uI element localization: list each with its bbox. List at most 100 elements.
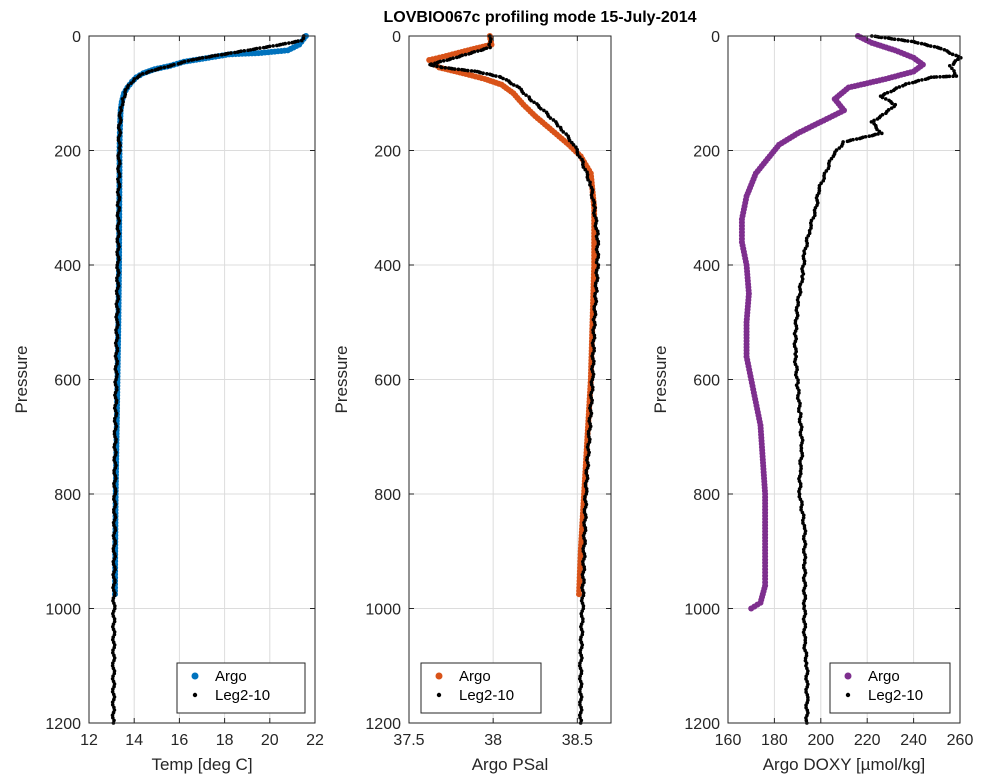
data-point	[824, 169, 829, 173]
data-point	[798, 401, 802, 406]
data-point	[803, 593, 808, 598]
data-point	[583, 494, 587, 499]
data-point	[117, 182, 122, 187]
data-point	[592, 304, 597, 309]
data-point	[806, 695, 810, 700]
data-point	[488, 37, 493, 41]
data-point	[872, 118, 876, 123]
data-point	[580, 630, 585, 634]
data-point	[890, 101, 894, 106]
figure-title: LOVBIO067c profiling mode 15-July-2014	[384, 9, 697, 26]
data-point	[883, 97, 888, 101]
x-tick-label: 37.5	[393, 732, 424, 749]
data-point	[837, 146, 842, 150]
series-argo	[426, 33, 598, 598]
data-point	[583, 539, 587, 543]
data-point	[583, 526, 588, 530]
data-point	[113, 416, 117, 421]
data-point	[539, 106, 543, 111]
data-point	[592, 359, 596, 364]
data-point	[485, 71, 489, 76]
data-point	[189, 58, 194, 62]
data-point	[892, 104, 896, 109]
legend-entry: Argo	[868, 668, 900, 685]
series-leg2-10	[792, 34, 963, 725]
data-point	[501, 76, 505, 81]
data-point	[219, 52, 224, 57]
data-point	[578, 700, 582, 704]
series-argo	[111, 33, 309, 598]
legend-box	[176, 662, 306, 714]
data-point	[116, 135, 121, 140]
data-point	[799, 443, 803, 448]
data-point	[112, 507, 116, 512]
y-tick-label: 800	[374, 487, 401, 504]
data-point	[463, 68, 467, 73]
data-point	[797, 492, 802, 496]
data-point	[116, 255, 121, 259]
data-point	[115, 224, 120, 228]
data-point	[592, 346, 596, 351]
data-point	[797, 292, 802, 297]
data-point	[443, 65, 448, 70]
data-point	[435, 64, 439, 69]
data-point	[463, 52, 468, 57]
data-point	[229, 51, 233, 55]
data-point	[524, 93, 528, 97]
data-point	[919, 41, 924, 46]
data-point	[153, 68, 158, 72]
data-point	[487, 42, 491, 47]
data-point	[548, 116, 553, 120]
data-point	[509, 81, 513, 86]
data-point	[800, 500, 804, 504]
data-point	[112, 630, 117, 634]
data-point	[802, 558, 807, 562]
data-point	[803, 638, 808, 643]
data-point	[876, 132, 880, 136]
data-point	[581, 165, 586, 169]
data-point	[571, 142, 576, 147]
data-point	[926, 43, 930, 48]
data-point	[117, 205, 122, 210]
data-point	[581, 546, 585, 551]
data-point	[204, 55, 209, 60]
data-point	[897, 85, 902, 89]
data-point	[932, 75, 936, 79]
data-point	[561, 130, 566, 134]
legend: Argo Leg2-10	[176, 662, 306, 714]
data-point	[116, 307, 120, 312]
y-tick-label: 200	[374, 144, 401, 161]
data-point	[135, 75, 140, 80]
data-point	[903, 38, 907, 43]
data-point	[299, 38, 304, 43]
data-point	[804, 651, 809, 655]
y-tick-label: 600	[374, 373, 401, 390]
data-point	[950, 52, 955, 57]
data-point	[804, 674, 808, 679]
legend-entry: Argo	[459, 668, 491, 685]
data-point	[939, 46, 943, 51]
legend-box	[420, 662, 542, 714]
data-point	[954, 74, 959, 78]
data-point	[567, 138, 572, 143]
legend-marker	[845, 692, 851, 698]
data-point	[803, 609, 807, 613]
data-point	[880, 131, 884, 136]
data-point	[166, 64, 170, 69]
y-tick-label: 600	[54, 373, 81, 390]
data-point	[494, 74, 498, 78]
data-point	[795, 365, 799, 369]
legend-entry: Leg2-10	[215, 687, 270, 704]
data-point	[800, 518, 805, 523]
data-point	[115, 333, 120, 338]
y-tick-label: 1000	[45, 602, 81, 619]
x-tick-label: 240	[900, 732, 927, 749]
data-point	[804, 687, 808, 692]
data-point	[555, 123, 560, 128]
data-point	[905, 39, 910, 43]
data-point	[113, 578, 117, 582]
data-point	[275, 43, 279, 48]
data-point	[591, 328, 595, 332]
legend-marker	[844, 672, 852, 680]
data-point	[115, 276, 119, 280]
